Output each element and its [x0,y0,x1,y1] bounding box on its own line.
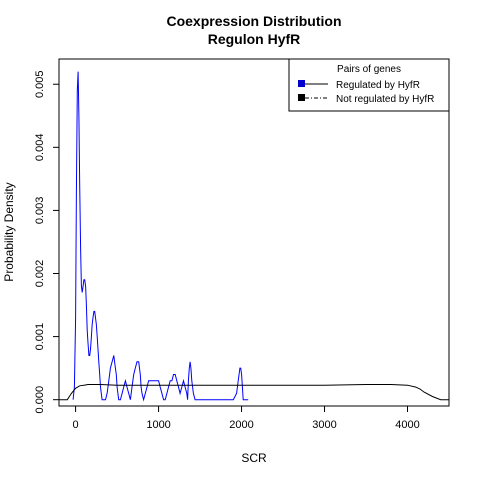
legend-title: Pairs of genes [337,64,401,75]
x-axis: 0 1000 2000 3000 4000 [73,406,420,431]
x-axis-label: SCR [241,451,267,465]
chart-subtitle: Regulon HyfR [208,31,301,47]
x-tick-label: 3000 [312,419,336,431]
plot-frame [58,58,450,407]
series-line-regulated [72,71,249,402]
y-tick-label: 0.003 [34,197,46,225]
chart-title: Coexpression Distribution [166,13,341,29]
x-tick-label: 4000 [395,419,419,431]
legend-swatch-not-regulated [298,94,305,101]
y-tick-label: 0.005 [34,70,46,98]
y-tick-label: 0.000 [34,386,46,414]
x-tick-label: 0 [73,419,79,431]
y-axis: 0.000 0.001 0.002 0.003 0.004 0.005 [34,70,59,413]
legend: Pairs of genes Regulated by HyfR Not reg… [288,58,450,112]
series-layer [59,71,449,402]
legend-swatch-regulated [298,80,305,87]
series-line-not-regulated [59,384,449,401]
y-tick-label: 0.001 [34,323,46,351]
plot-area [58,58,450,407]
y-axis-label: Probability Density [2,182,16,281]
legend-label-not-regulated: Not regulated by HyfR [336,94,434,105]
y-tick-label: 0.002 [34,260,46,288]
x-tick-label: 1000 [146,419,170,431]
y-tick-label: 0.004 [34,134,46,162]
legend-box [288,58,450,112]
x-tick-label: 2000 [229,419,253,431]
legend-label-regulated: Regulated by HyfR [336,80,420,91]
